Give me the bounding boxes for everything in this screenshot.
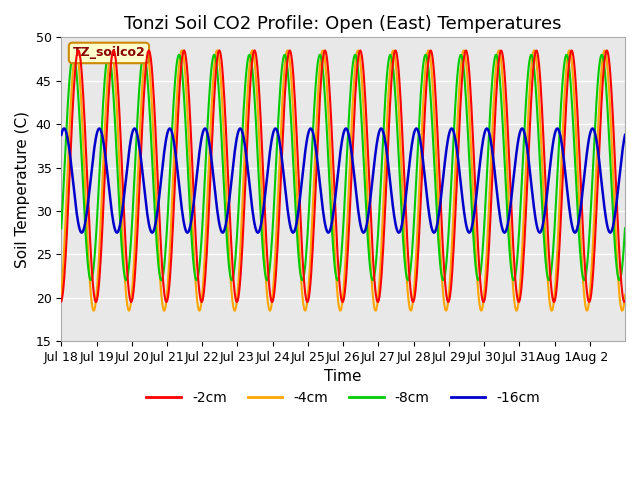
Legend: -2cm, -4cm, -8cm, -16cm: -2cm, -4cm, -8cm, -16cm [141, 385, 546, 410]
X-axis label: Time: Time [324, 370, 362, 384]
Y-axis label: Soil Temperature (C): Soil Temperature (C) [15, 111, 30, 268]
Text: TZ_soilco2: TZ_soilco2 [72, 47, 145, 60]
Title: Tonzi Soil CO2 Profile: Open (East) Temperatures: Tonzi Soil CO2 Profile: Open (East) Temp… [124, 15, 562, 33]
